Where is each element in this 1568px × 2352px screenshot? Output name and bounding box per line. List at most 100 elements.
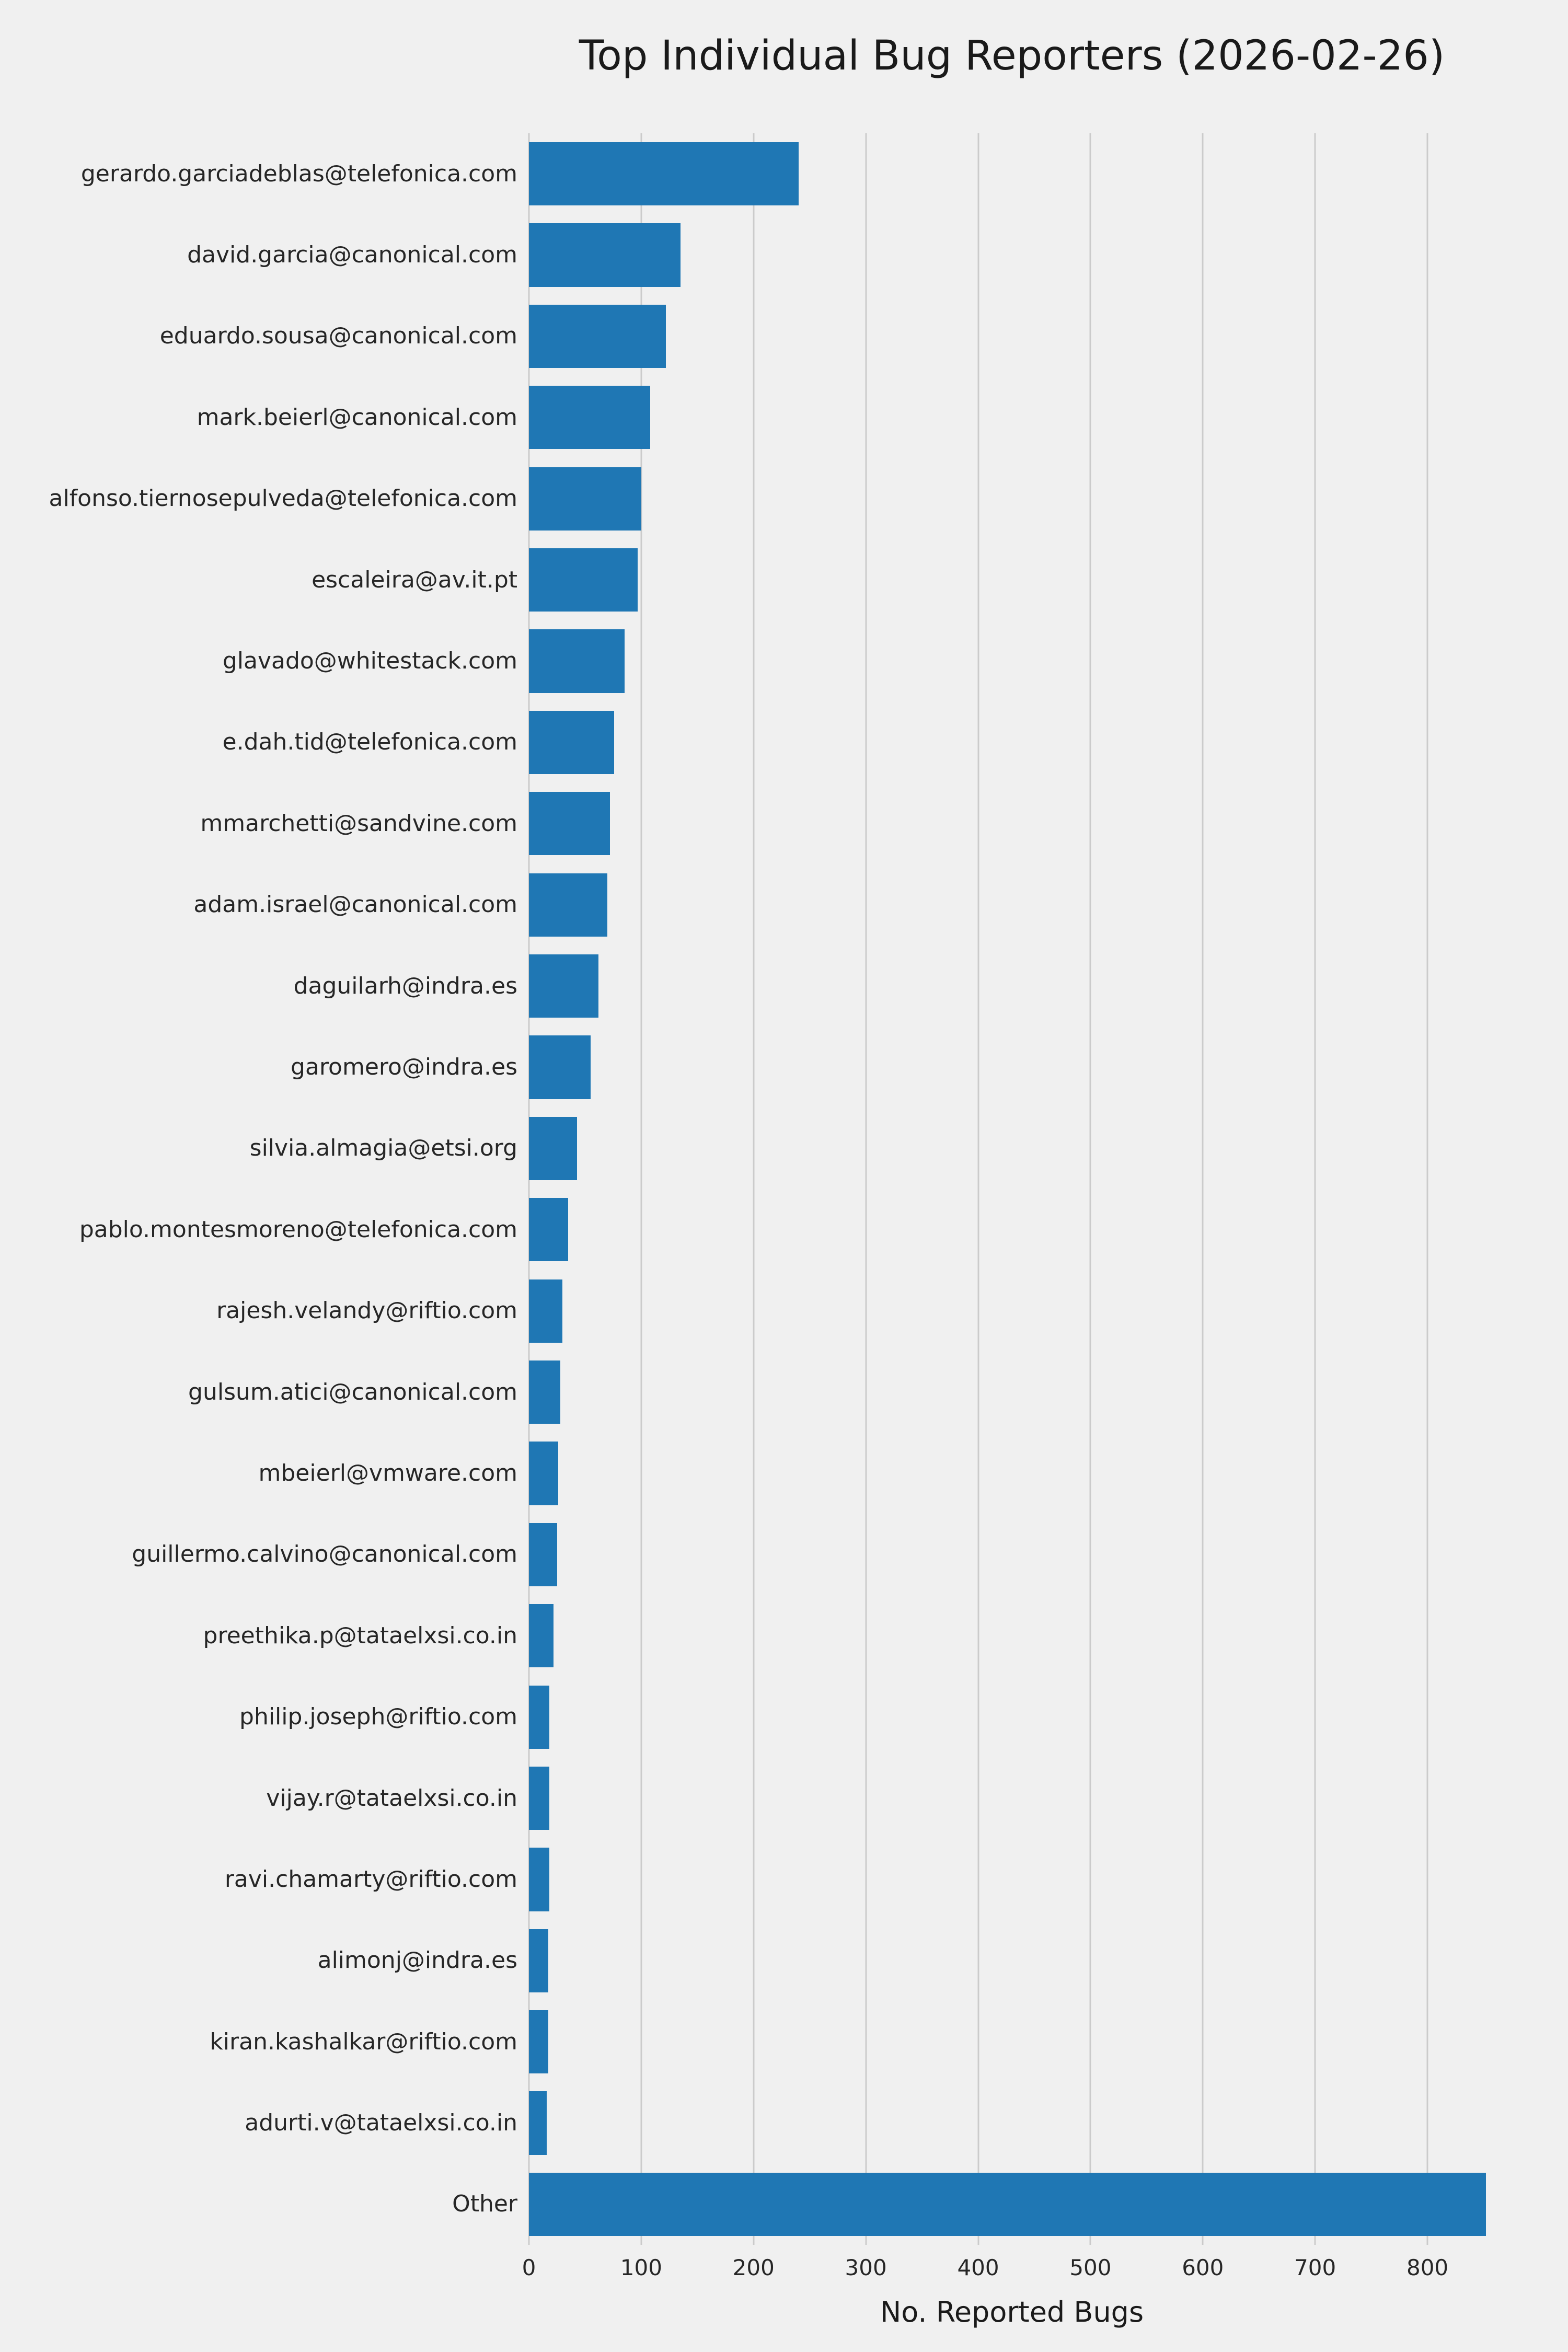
x-tick-label: 700 bbox=[1294, 2255, 1336, 2280]
category-label: ravi.chamarty@riftio.com bbox=[224, 1865, 517, 1893]
bar-row: ravi.chamarty@riftio.com bbox=[225, 1839, 1495, 1920]
bar bbox=[529, 792, 610, 856]
bar-row: rajesh.velandy@riftio.com bbox=[216, 1270, 1495, 1351]
bar bbox=[529, 1360, 561, 1424]
bar bbox=[529, 1766, 549, 1830]
bar-row: adam.israel@canonical.com bbox=[193, 864, 1495, 946]
bar-row: mark.beierl@canonical.com bbox=[197, 377, 1495, 458]
bar-row: gulsum.atici@canonical.com bbox=[188, 1352, 1495, 1433]
x-tick-label: 200 bbox=[732, 2255, 775, 2280]
category-label: garomero@indra.es bbox=[291, 1053, 517, 1080]
category-label: adam.israel@canonical.com bbox=[193, 891, 517, 918]
bar bbox=[529, 548, 638, 612]
bar bbox=[529, 1116, 578, 1180]
bar-row: alimonj@indra.es bbox=[318, 1920, 1495, 2001]
gridline bbox=[1089, 133, 1091, 2245]
category-label: kiran.kashalkar@riftio.com bbox=[210, 2028, 517, 2055]
bar bbox=[529, 1198, 569, 1262]
category-label: mmarchetti@sandvine.com bbox=[200, 810, 517, 837]
gridline bbox=[640, 133, 642, 2245]
bar bbox=[529, 710, 615, 775]
x-tick-label: 100 bbox=[620, 2255, 662, 2280]
bar bbox=[529, 954, 599, 1018]
gridline bbox=[1426, 133, 1428, 2245]
bar-row: preethika.p@tataelxsi.co.in bbox=[203, 1595, 1495, 1676]
bar bbox=[529, 2091, 547, 2155]
category-label: adurti.v@tataelxsi.co.in bbox=[245, 2109, 517, 2137]
bar bbox=[529, 1685, 549, 1749]
bar-row: philip.joseph@riftio.com bbox=[239, 1676, 1495, 1757]
bar bbox=[529, 1929, 548, 1992]
bar-row: guillermo.calvino@canonical.com bbox=[132, 1514, 1495, 1595]
gridline bbox=[865, 133, 867, 2245]
bar bbox=[529, 142, 799, 206]
bar bbox=[529, 1848, 549, 1911]
gridline bbox=[528, 133, 530, 2245]
x-tick-label: 400 bbox=[957, 2255, 999, 2280]
bar bbox=[529, 2172, 1486, 2236]
bar bbox=[529, 1035, 591, 1099]
bar-row: david.garcia@canonical.com bbox=[187, 214, 1495, 295]
category-label: glavado@whitestack.com bbox=[222, 648, 517, 675]
bar-row: mmarchetti@sandvine.com bbox=[200, 783, 1495, 864]
bar-row: alfonso.tiernosepulveda@telefonica.com bbox=[49, 458, 1495, 539]
category-label: eduardo.sousa@canonical.com bbox=[159, 322, 517, 350]
category-label: preethika.p@tataelxsi.co.in bbox=[203, 1622, 517, 1649]
category-label: david.garcia@canonical.com bbox=[187, 241, 517, 269]
gridline bbox=[977, 133, 979, 2245]
bar-row: silvia.almagia@etsi.org bbox=[250, 1108, 1495, 1189]
bar bbox=[529, 1604, 554, 1668]
x-axis-title: No. Reported Bugs bbox=[880, 2296, 1144, 2328]
bar-row: adurti.v@tataelxsi.co.in bbox=[245, 2082, 1495, 2163]
bars-container: gerardo.garciadeblas@telefonica.com david… bbox=[49, 133, 1495, 2245]
category-label: alfonso.tiernosepulveda@telefonica.com bbox=[49, 485, 518, 512]
chart-title: Top Individual Bug Reporters (2026-02-26… bbox=[579, 32, 1445, 79]
bar-row: eduardo.sousa@canonical.com bbox=[160, 296, 1495, 377]
x-tick-label: 300 bbox=[845, 2255, 887, 2280]
bar-row: glavado@whitestack.com bbox=[223, 620, 1495, 701]
category-label: philip.joseph@riftio.com bbox=[239, 1703, 517, 1731]
category-label: rajesh.velandy@riftio.com bbox=[216, 1297, 517, 1324]
bar bbox=[529, 873, 608, 937]
bar-row: garomero@indra.es bbox=[291, 1027, 1495, 1108]
bar-row: vijay.r@tataelxsi.co.in bbox=[266, 1758, 1495, 1839]
gridline bbox=[753, 133, 755, 2245]
x-tick-label: 0 bbox=[522, 2255, 536, 2280]
category-label: gulsum.atici@canonical.com bbox=[188, 1378, 517, 1405]
category-label: daguilarh@indra.es bbox=[293, 972, 517, 999]
category-label: pablo.montesmoreno@telefonica.com bbox=[79, 1216, 517, 1243]
category-label: gerardo.garciadeblas@telefonica.com bbox=[80, 160, 517, 187]
category-label: Other bbox=[452, 2190, 517, 2218]
category-label: escaleira@av.it.pt bbox=[312, 566, 517, 593]
bar-row: Other bbox=[452, 2164, 1495, 2245]
bar bbox=[529, 1279, 563, 1343]
category-label: guillermo.calvino@canonical.com bbox=[132, 1541, 517, 1568]
category-label: alimonj@indra.es bbox=[317, 1947, 517, 1974]
plot-area: gerardo.garciadeblas@telefonica.com david… bbox=[49, 133, 1495, 2245]
bar-row: daguilarh@indra.es bbox=[294, 946, 1495, 1027]
gridline bbox=[1314, 133, 1316, 2245]
bar bbox=[529, 1523, 557, 1586]
category-label: e.dah.tid@telefonica.com bbox=[222, 729, 517, 756]
bar-row: mbeierl@vmware.com bbox=[259, 1433, 1495, 1514]
x-tick-label: 600 bbox=[1182, 2255, 1224, 2280]
bar bbox=[529, 223, 681, 287]
bar-row: gerardo.garciadeblas@telefonica.com bbox=[81, 133, 1495, 214]
bar bbox=[529, 1442, 558, 1505]
bar-row: pablo.montesmoreno@telefonica.com bbox=[79, 1189, 1495, 1270]
bar-row: escaleira@av.it.pt bbox=[312, 539, 1495, 620]
bar-row: kiran.kashalkar@riftio.com bbox=[210, 2001, 1495, 2082]
x-tick-label: 800 bbox=[1406, 2255, 1449, 2280]
category-label: silvia.almagia@etsi.org bbox=[249, 1135, 517, 1162]
x-tick-label: 500 bbox=[1069, 2255, 1112, 2280]
category-label: vijay.r@tataelxsi.co.in bbox=[266, 1784, 517, 1812]
bar bbox=[529, 386, 651, 449]
x-axis-ticks: 0 100 200 300 400 500 600 700 800 bbox=[522, 2255, 1495, 2288]
category-label: mark.beierl@canonical.com bbox=[197, 403, 517, 431]
bar bbox=[529, 629, 625, 693]
bar bbox=[529, 467, 641, 531]
gridline bbox=[1202, 133, 1204, 2245]
bar bbox=[529, 304, 666, 368]
bar bbox=[529, 2010, 548, 2074]
